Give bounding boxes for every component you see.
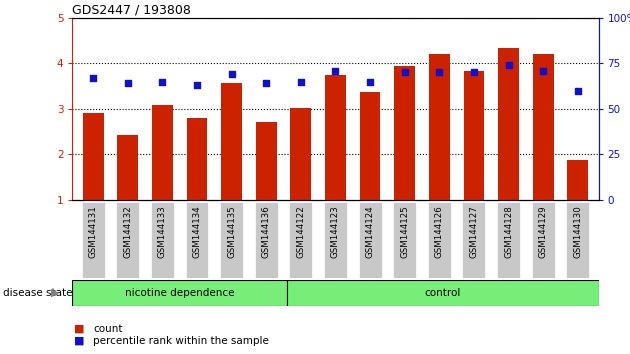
Text: GSM144132: GSM144132 — [123, 206, 132, 258]
Bar — [393, 202, 416, 278]
Point — [158, 79, 168, 84]
Text: GSM144124: GSM144124 — [365, 206, 375, 258]
Bar — [462, 202, 485, 278]
Bar — [83, 113, 103, 200]
Bar — [287, 280, 598, 306]
Text: ■: ■ — [74, 336, 84, 346]
Bar — [498, 48, 519, 200]
Text: ■: ■ — [74, 324, 84, 333]
Bar — [72, 280, 287, 306]
Bar — [324, 202, 347, 278]
Bar — [290, 108, 311, 200]
Bar — [428, 202, 450, 278]
Text: ▶: ▶ — [51, 288, 60, 298]
Bar — [358, 202, 382, 278]
Bar — [117, 202, 139, 278]
Point — [123, 80, 133, 86]
Text: GSM144133: GSM144133 — [158, 206, 167, 258]
Point — [261, 80, 272, 86]
Text: GSM144125: GSM144125 — [400, 206, 410, 258]
Text: count: count — [93, 324, 123, 333]
Bar — [186, 118, 207, 200]
Text: GSM144129: GSM144129 — [539, 206, 547, 258]
Bar — [497, 202, 520, 278]
Text: GSM144131: GSM144131 — [89, 206, 98, 258]
Text: GSM144126: GSM144126 — [435, 206, 444, 258]
Text: GSM144130: GSM144130 — [573, 206, 582, 258]
Point — [573, 88, 583, 93]
Text: GSM144128: GSM144128 — [504, 206, 513, 258]
Bar — [568, 160, 588, 200]
Point — [434, 69, 444, 75]
Point — [88, 75, 98, 81]
Text: nicotine dependence: nicotine dependence — [125, 288, 234, 298]
Bar — [325, 75, 346, 200]
Bar — [533, 54, 554, 200]
Bar — [566, 202, 589, 278]
Bar — [256, 122, 277, 200]
Bar — [532, 202, 554, 278]
Point — [538, 68, 548, 73]
Point — [192, 82, 202, 88]
Bar — [464, 72, 484, 200]
Point — [296, 79, 306, 84]
Point — [365, 79, 375, 84]
Text: control: control — [425, 288, 461, 298]
Point — [227, 72, 237, 77]
Text: GSM144135: GSM144135 — [227, 206, 236, 258]
Bar — [220, 202, 243, 278]
Point — [503, 62, 513, 68]
Point — [399, 69, 410, 75]
Point — [469, 69, 479, 75]
Text: percentile rank within the sample: percentile rank within the sample — [93, 336, 269, 346]
Text: GSM144123: GSM144123 — [331, 206, 340, 258]
Text: disease state: disease state — [3, 288, 72, 298]
Text: GSM144136: GSM144136 — [261, 206, 271, 258]
Bar — [394, 65, 415, 200]
Text: GSM144122: GSM144122 — [296, 206, 306, 258]
Bar — [151, 202, 174, 278]
Text: GSM144134: GSM144134 — [193, 206, 202, 258]
Bar — [186, 202, 209, 278]
Bar — [255, 202, 278, 278]
Bar — [360, 92, 381, 200]
Point — [330, 68, 340, 73]
Bar — [429, 54, 450, 200]
Bar — [221, 83, 242, 200]
Bar — [152, 105, 173, 200]
Bar — [117, 135, 138, 200]
Text: GSM144127: GSM144127 — [469, 206, 478, 258]
Bar — [82, 202, 105, 278]
Text: GDS2447 / 193808: GDS2447 / 193808 — [72, 4, 192, 17]
Bar — [289, 202, 312, 278]
